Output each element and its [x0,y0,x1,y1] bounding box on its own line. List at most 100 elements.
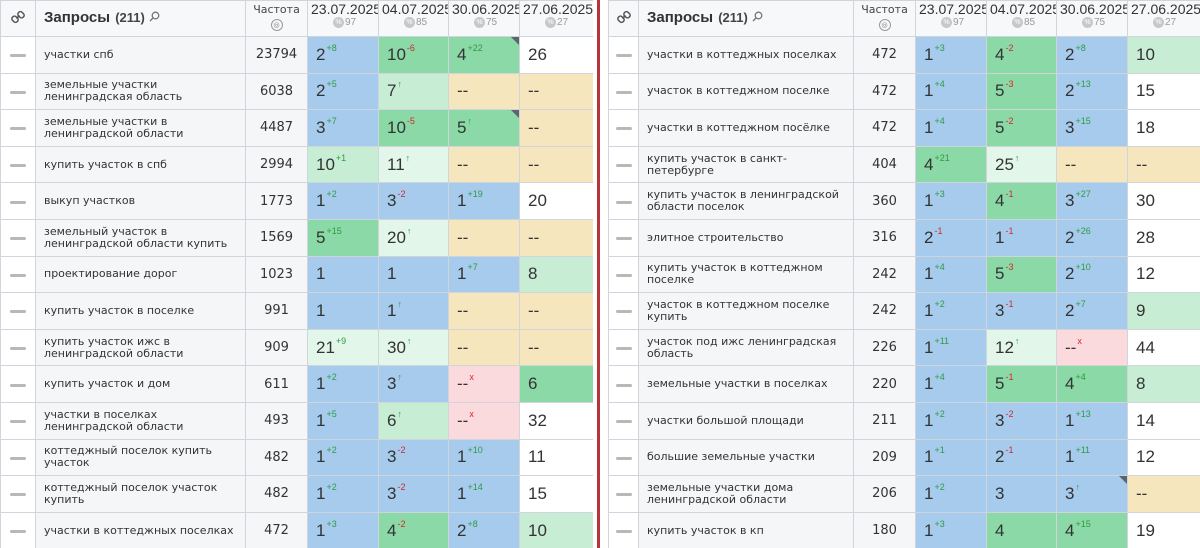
position-cell[interactable]: 1+10 [448,438,520,477]
keyword-cell[interactable]: участки спб [35,36,246,74]
position-cell[interactable]: -- [519,145,593,184]
position-cell[interactable]: 1+4 [915,109,987,147]
position-cell[interactable]: 1-1 [986,218,1057,257]
position-cell[interactable]: 6↑ [378,401,449,440]
position-cell[interactable]: 3+15 [1056,109,1128,147]
keyword-cell[interactable]: большие земельные участки [638,438,854,477]
frequency-header[interactable]: Частота ◎ [853,0,916,37]
position-cell[interactable]: 1+3 [915,36,987,74]
row-handle[interactable] [608,182,639,220]
position-cell[interactable]: 1+7 [448,255,520,294]
position-cell[interactable]: 25↑ [986,145,1057,184]
queries-header[interactable]: Запросы (211) [35,0,246,37]
position-cell[interactable]: 1 [307,255,379,294]
position-cell[interactable]: 1+4 [915,72,987,111]
position-cell[interactable]: 7↑ [378,72,449,111]
position-cell[interactable]: --x [448,365,520,403]
position-cell[interactable]: 3+7 [307,109,379,147]
keyword-cell[interactable]: участки в поселках ленинградской области [35,401,246,440]
position-cell[interactable]: 15 [1127,72,1200,111]
row-handle[interactable] [0,255,36,294]
position-cell[interactable]: 5-3 [986,72,1057,111]
position-cell[interactable]: 1+14 [448,475,520,513]
date-column-header[interactable]: 30.06.2025% 75 [448,0,520,37]
keyword-cell[interactable]: участок в коттеджном поселке [638,72,854,111]
position-cell[interactable]: 28 [1127,218,1200,257]
position-cell[interactable]: 1+2 [915,475,987,513]
row-handle[interactable] [0,36,36,74]
row-handle[interactable] [608,401,639,440]
position-cell[interactable]: 8 [519,255,593,294]
position-cell[interactable]: -- [519,292,593,330]
position-cell[interactable]: 3-2 [986,401,1057,440]
position-cell[interactable]: 14 [1127,401,1200,440]
keyword-cell[interactable]: земельные участки ленинградская область [35,72,246,111]
date-column-header[interactable]: 27.06.2025% 27 [1127,0,1200,37]
position-cell[interactable]: 3↑ [378,365,449,403]
row-handle[interactable] [608,511,639,548]
position-cell[interactable]: -- [448,145,520,184]
position-cell[interactable]: 3-2 [378,475,449,513]
position-cell[interactable]: 4-1 [986,182,1057,220]
position-cell[interactable]: -- [1127,475,1200,513]
position-cell[interactable]: -- [519,218,593,257]
position-cell[interactable]: 2+26 [1056,218,1128,257]
position-cell[interactable]: 1+3 [915,182,987,220]
position-cell[interactable]: -- [448,72,520,111]
position-cell[interactable]: -- [519,72,593,111]
position-cell[interactable]: --x [1056,328,1128,367]
position-cell[interactable]: 11 [519,438,593,477]
position-cell[interactable]: 1+2 [915,401,987,440]
position-cell[interactable]: 4+15 [1056,511,1128,548]
position-cell[interactable]: 32 [519,401,593,440]
row-handle[interactable] [0,438,36,477]
keyword-cell[interactable]: купить участок ижс в ленинградской облас… [35,328,246,367]
position-cell[interactable]: -- [448,328,520,367]
position-cell[interactable]: 2-1 [986,438,1057,477]
position-cell[interactable]: 4+21 [915,145,987,184]
position-cell[interactable]: 21+9 [307,328,379,367]
row-handle[interactable] [0,145,36,184]
position-cell[interactable]: -- [1127,145,1200,184]
keyword-cell[interactable]: купить участок в санкт-петербурге [638,145,854,184]
position-cell[interactable]: 10-6 [378,36,449,74]
position-cell[interactable]: 30 [1127,182,1200,220]
keyword-cell[interactable]: участок в коттеджном поселке купить [638,292,854,330]
keyword-cell[interactable]: земельный участок в ленинградской област… [35,218,246,257]
position-cell[interactable]: -- [519,109,593,147]
row-handle[interactable] [608,292,639,330]
position-cell[interactable]: 20↑ [378,218,449,257]
position-cell[interactable]: 2+10 [1056,255,1128,294]
position-cell[interactable]: 26 [519,36,593,74]
date-column-header[interactable]: 27.06.2025% 27 [519,0,593,37]
keyword-cell[interactable]: коттеджный поселок купить участок [35,438,246,477]
position-cell[interactable]: 2+8 [307,36,379,74]
position-cell[interactable]: 2-1 [915,218,987,257]
position-cell[interactable]: 1+2 [307,365,379,403]
position-cell[interactable]: -- [448,218,520,257]
position-cell[interactable]: 4-2 [378,511,449,548]
date-column-header[interactable]: 04.07.2025% 85 [986,0,1057,37]
row-handle[interactable] [0,72,36,111]
keyword-cell[interactable]: участки в коттеджных поселках [638,36,854,74]
row-handle[interactable] [608,475,639,513]
position-cell[interactable]: 4+4 [1056,365,1128,403]
keyword-cell[interactable]: участки в коттеджных поселках [35,511,246,548]
position-cell[interactable]: 10+1 [307,145,379,184]
position-cell[interactable]: 20 [519,182,593,220]
date-column-header[interactable]: 23.07.2025% 97 [307,0,379,37]
position-cell[interactable]: 2+8 [1056,36,1128,74]
position-cell[interactable]: 30↑ [378,328,449,367]
keyword-cell[interactable]: купить участок в ленинградской области п… [638,182,854,220]
keyword-cell[interactable]: элитное строительство [638,218,854,257]
keyword-cell[interactable]: участки в коттеджном посёлке [638,109,854,147]
keyword-cell[interactable]: купить участок в коттеджном поселке [638,255,854,294]
position-cell[interactable]: 1↑ [378,292,449,330]
row-handle[interactable] [608,365,639,403]
position-cell[interactable]: 10 [1127,36,1200,74]
position-cell[interactable]: 1 [378,255,449,294]
keyword-cell[interactable]: купить участок в поселке [35,292,246,330]
position-cell[interactable]: 3-2 [378,438,449,477]
position-cell[interactable]: 1+3 [307,511,379,548]
row-handle[interactable] [608,328,639,367]
